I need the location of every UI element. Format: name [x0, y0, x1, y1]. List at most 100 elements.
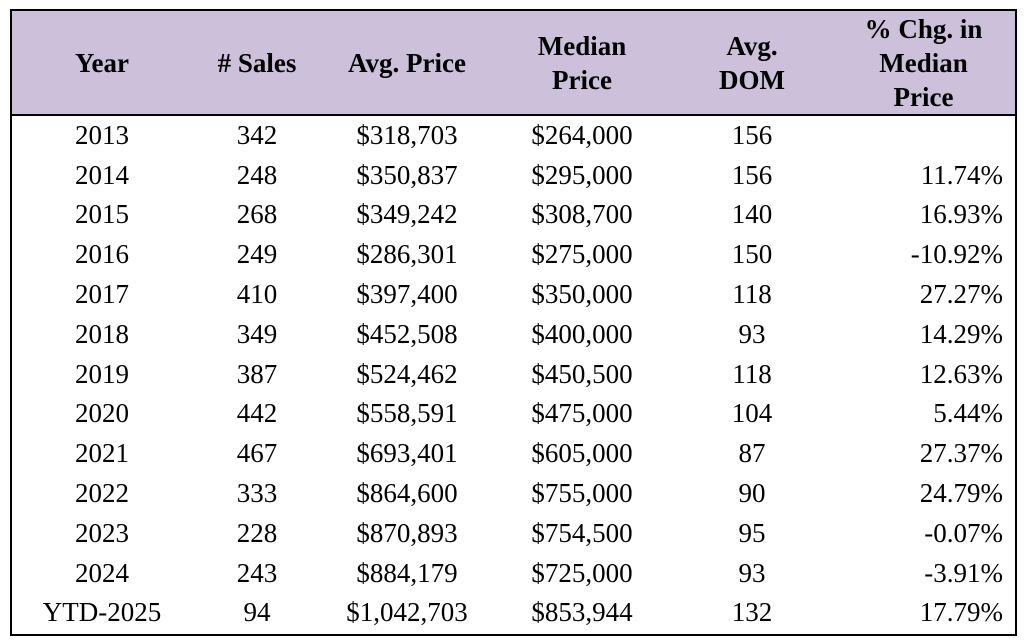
header-avg-dom-line-2: DOM: [719, 64, 785, 95]
header-avg-dom-line-1: Avg.: [726, 30, 778, 61]
cell-year: 2022: [75, 478, 129, 509]
cell-year: 2015: [75, 199, 129, 230]
table-row: YTD-2025 94 $1,042,703 $853,944 132 17.7…: [12, 593, 1015, 633]
cell-year: 2020: [75, 398, 129, 429]
header-year-label: Year: [75, 47, 129, 78]
cell-year: 2021: [75, 438, 129, 469]
table-row: 2023 228 $870,893 $754,500 95 -0.07%: [12, 513, 1015, 553]
cell-sales: 249: [236, 239, 278, 270]
cell-pct-chg: 24.79%: [919, 478, 1003, 509]
cell-median-price: $295,000: [531, 159, 633, 190]
cell-pct-chg: 17.79%: [919, 597, 1003, 628]
cell-sales: 410: [236, 279, 278, 310]
cell-avg-price: $397,400: [356, 279, 458, 310]
cell-median-price: $450,500: [531, 358, 633, 389]
header-sales: # Sales: [192, 11, 322, 116]
cell-median-price: $754,500: [531, 517, 633, 548]
cell-sales: 349: [236, 318, 278, 349]
cell-avg-price: $1,042,703: [346, 597, 468, 628]
cell-avg-price: $558,591: [356, 398, 458, 429]
cell-year: 2016: [75, 239, 129, 270]
cell-pct-chg: [832, 115, 1015, 155]
cell-avg-dom: 118: [732, 279, 772, 310]
cell-year: 2023: [75, 517, 129, 548]
cell-avg-price: $349,242: [356, 199, 458, 230]
header-avg-dom: Avg. DOM: [672, 11, 832, 116]
header-pct-chg-line-2: Median: [879, 47, 968, 78]
header-row: Year # Sales Avg. Price Median Price Avg…: [12, 11, 1015, 116]
header-avg-price-label: Avg. Price: [348, 47, 466, 78]
cell-year: YTD-2025: [42, 597, 162, 628]
cell-median-price: $264,000: [531, 120, 633, 151]
cell-avg-price: $870,893: [356, 517, 458, 548]
header-year: Year: [12, 11, 192, 116]
header-sales-label: # Sales: [217, 47, 297, 78]
cell-pct-chg: -3.91%: [924, 557, 1003, 588]
cell-median-price: $400,000: [531, 318, 633, 349]
cell-avg-dom: 156: [731, 120, 773, 151]
cell-sales: 342: [236, 120, 278, 151]
cell-avg-price: $452,508: [356, 318, 458, 349]
cell-pct-chg: 16.93%: [919, 199, 1003, 230]
cell-avg-price: $864,600: [356, 478, 458, 509]
cell-median-price: $853,944: [531, 597, 633, 628]
cell-pct-chg: 12.63%: [919, 358, 1003, 389]
table-row: 2013 342 $318,703 $264,000 156: [12, 115, 1015, 155]
cell-median-price: $605,000: [531, 438, 633, 469]
cell-median-price: $725,000: [531, 557, 633, 588]
sales-history-table-frame: Year # Sales Avg. Price Median Price Avg…: [10, 9, 1017, 636]
cell-avg-dom: 90: [738, 478, 766, 509]
cell-pct-chg: 27.37%: [919, 438, 1003, 469]
cell-year: 2024: [75, 557, 129, 588]
table-row: 2016 249 $286,301 $275,000 150 -10.92%: [12, 234, 1015, 274]
header-pct-chg-line-3: Price: [893, 81, 954, 112]
header-median-price-line-2: Price: [552, 64, 612, 95]
sales-history-table: Year # Sales Avg. Price Median Price Avg…: [12, 11, 1015, 632]
header-avg-price: Avg. Price: [322, 11, 492, 116]
table-row: 2017 410 $397,400 $350,000 118 27.27%: [12, 274, 1015, 314]
cell-pct-chg: 5.44%: [933, 398, 1003, 429]
header-pct-chg-line-1: % Chg. in: [864, 13, 983, 44]
cell-median-price: $308,700: [531, 199, 633, 230]
cell-year: 2017: [75, 279, 129, 310]
cell-sales: 467: [236, 438, 278, 469]
cell-year: 2013: [75, 120, 129, 151]
cell-sales: 248: [236, 159, 278, 190]
cell-avg-dom: 140: [731, 199, 773, 230]
table-row: 2020 442 $558,591 $475,000 104 5.44%: [12, 394, 1015, 434]
table-row: 2014 248 $350,837 $295,000 156 11.74%: [12, 155, 1015, 195]
cell-avg-dom: 104: [731, 398, 773, 429]
cell-avg-price: $524,462: [356, 358, 458, 389]
header-median-price-line-1: Median: [537, 30, 627, 61]
table-row: 2015 268 $349,242 $308,700 140 16.93%: [12, 195, 1015, 235]
cell-avg-dom: 93: [738, 557, 766, 588]
cell-sales: 94: [243, 597, 271, 628]
cell-avg-dom: 150: [731, 239, 773, 270]
cell-avg-dom: 95: [738, 517, 766, 548]
cell-median-price: $350,000: [531, 279, 633, 310]
cell-pct-chg: -0.07%: [924, 517, 1003, 548]
cell-pct-chg: 14.29%: [919, 318, 1003, 349]
cell-pct-chg: -10.92%: [910, 239, 1003, 270]
cell-sales: 228: [236, 517, 278, 548]
table-header: Year # Sales Avg. Price Median Price Avg…: [12, 11, 1015, 116]
cell-pct-chg: 27.27%: [919, 279, 1003, 310]
cell-avg-price: $350,837: [356, 159, 458, 190]
table-row: 2019 387 $524,462 $450,500 118 12.63%: [12, 354, 1015, 394]
table-row: 2024 243 $884,179 $725,000 93 -3.91%: [12, 553, 1015, 593]
cell-median-price: $275,000: [531, 239, 633, 270]
cell-avg-price: $693,401: [356, 438, 458, 469]
cell-sales: 268: [236, 199, 278, 230]
cell-median-price: $755,000: [531, 478, 633, 509]
table-body: 2013 342 $318,703 $264,000 156 2014 248 …: [12, 115, 1015, 632]
cell-avg-dom: 93: [738, 318, 766, 349]
cell-sales: 387: [236, 358, 278, 389]
cell-sales: 333: [236, 478, 278, 509]
header-pct-chg: % Chg. in Median Price: [832, 11, 1015, 116]
cell-median-price: $475,000: [531, 398, 633, 429]
cell-avg-dom: 87: [738, 438, 766, 469]
table-row: 2018 349 $452,508 $400,000 93 14.29%: [12, 314, 1015, 354]
cell-pct-chg: 11.74%: [920, 159, 1003, 190]
table-row: 2021 467 $693,401 $605,000 87 27.37%: [12, 433, 1015, 473]
cell-sales: 243: [236, 557, 278, 588]
